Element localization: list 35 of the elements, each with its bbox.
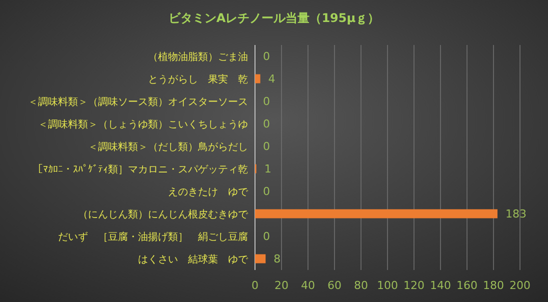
data-label: 4 xyxy=(268,72,276,86)
x-tick-label: 0 xyxy=(252,279,258,292)
data-label: 8 xyxy=(274,252,281,266)
data-label: 0 xyxy=(263,230,270,244)
y-tick-label: ＜調味料類＞（だし類）鳥がらだし xyxy=(88,140,248,153)
y-tick-label: ［ﾏｶﾛﾆ・ｽﾊﾟｹﾞﾃｨ類］マカロニ・スパゲッティ乾 xyxy=(33,163,248,176)
chart-title: ビタミンAレチノール当量（195μｇ） xyxy=(168,11,380,25)
x-tick-label: 20 xyxy=(274,279,288,292)
y-tick-label: はくさい 結球葉 ゆで xyxy=(138,253,249,266)
bar xyxy=(255,74,260,84)
data-label: 0 xyxy=(263,185,270,198)
y-tick-label: （にんじん類）にんじん根皮むきゆで xyxy=(78,208,249,220)
x-tick-label: 180 xyxy=(483,279,504,292)
data-label: 0 xyxy=(263,140,270,154)
y-tick-label: ＜調味料類＞（しょうゆ類）こいくちしょうゆ xyxy=(38,118,248,130)
x-tick-label: 160 xyxy=(456,279,478,292)
y-tick-label: ＜調味料類＞（調味ソース類）オイスターソース xyxy=(28,96,248,108)
y-tick-label: えのきたけ ゆで xyxy=(168,186,249,198)
y-tick-label: （植物油脂類）ごま油 xyxy=(148,50,248,63)
data-label: 0 xyxy=(263,50,270,64)
data-label: 1 xyxy=(264,162,272,176)
bar xyxy=(255,209,498,218)
x-tick-label: 100 xyxy=(377,279,398,292)
x-tick-label: 120 xyxy=(404,279,424,292)
data-label: 183 xyxy=(505,208,526,221)
x-tick-label: 80 xyxy=(354,279,368,292)
y-tick-label: とうがらし 果実 乾 xyxy=(148,73,248,86)
x-tick-label: 140 xyxy=(430,279,451,292)
x-tick-label: 40 xyxy=(301,279,315,292)
data-label: 0 xyxy=(263,95,270,108)
x-tick-label: 60 xyxy=(328,279,342,292)
y-tick-label: だいず ［豆腐・油揚げ類］ 絹ごし豆腐 xyxy=(58,230,248,243)
bar xyxy=(255,254,266,264)
x-tick-label: 200 xyxy=(510,279,530,292)
data-label: 0 xyxy=(263,118,270,131)
